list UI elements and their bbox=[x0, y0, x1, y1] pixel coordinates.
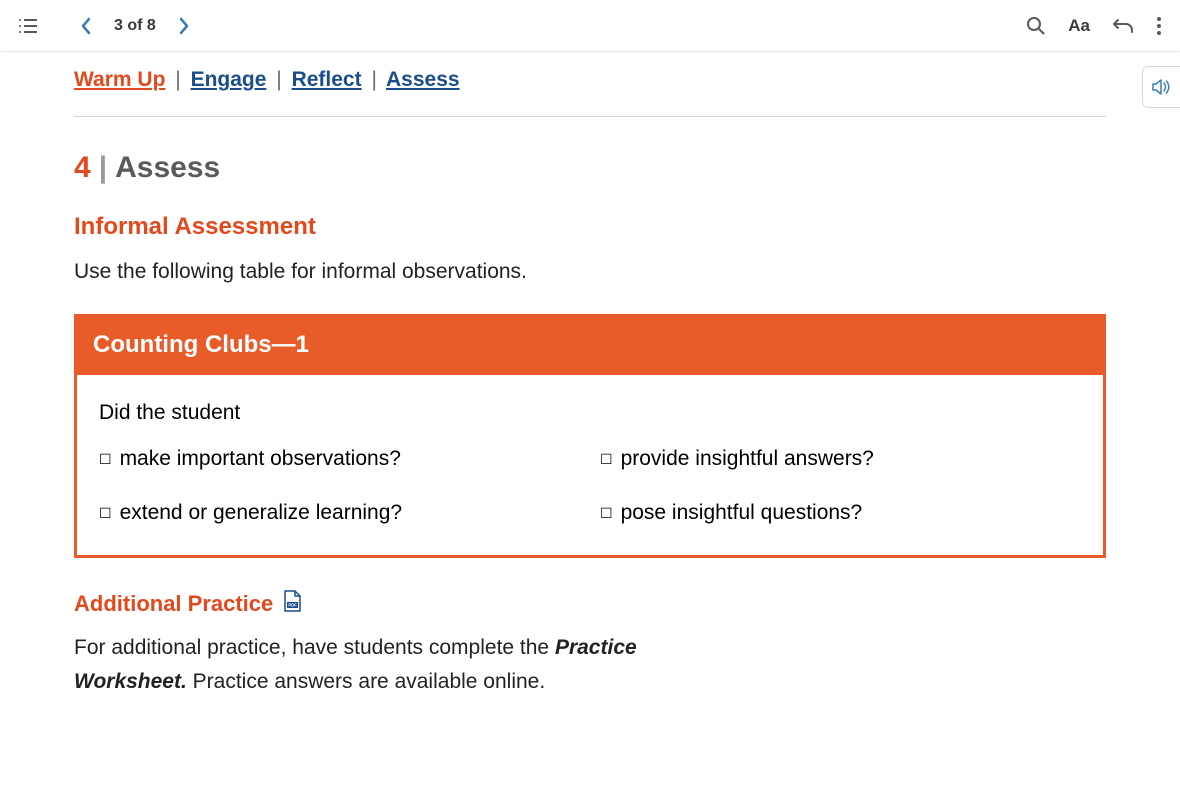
toolbar-right: Aa bbox=[1026, 16, 1162, 36]
checklist-item: ☐ make important observations? bbox=[99, 447, 580, 471]
additional-practice-row: Additional Practice PDF bbox=[74, 590, 1106, 617]
practice-text: For additional practice, have students c… bbox=[74, 631, 714, 698]
prev-page-icon[interactable] bbox=[80, 17, 92, 35]
content-area: Warm Up | Engage | Reflect | Assess 4 | … bbox=[0, 52, 1180, 699]
nav-separator: | bbox=[175, 68, 180, 91]
toc-icon[interactable] bbox=[18, 18, 38, 34]
speaker-icon bbox=[1152, 78, 1172, 96]
assessment-question: Did the student bbox=[99, 401, 1081, 425]
svg-text:PDF: PDF bbox=[289, 603, 298, 608]
next-page-icon[interactable] bbox=[178, 17, 190, 35]
checklist-label: extend or generalize learning? bbox=[120, 501, 403, 525]
checklist-label: provide insightful answers? bbox=[621, 447, 874, 471]
checkbox-icon[interactable]: ☐ bbox=[99, 452, 112, 466]
nav-separator: | bbox=[276, 68, 281, 91]
section-name: Assess bbox=[115, 151, 220, 185]
nav-link-engage[interactable]: Engage bbox=[191, 68, 267, 91]
nav-link-assess[interactable]: Assess bbox=[386, 68, 460, 91]
checkbox-icon[interactable]: ☐ bbox=[600, 452, 613, 466]
checklist-item: ☐ provide insightful answers? bbox=[600, 447, 1081, 471]
toolbar-left: 3 of 8 bbox=[18, 17, 190, 35]
checkbox-icon[interactable]: ☐ bbox=[600, 506, 613, 520]
assessment-box-title: Counting Clubs—1 bbox=[77, 317, 1103, 375]
checkbox-icon[interactable]: ☐ bbox=[99, 506, 112, 520]
section-number: 4 bbox=[74, 151, 91, 185]
toolbar: 3 of 8 Aa bbox=[0, 0, 1180, 52]
additional-practice-heading: Additional Practice bbox=[74, 591, 273, 617]
informal-intro: Use the following table for informal obs… bbox=[74, 257, 1106, 286]
nav-link-reflect[interactable]: Reflect bbox=[292, 68, 362, 91]
checklist-item: ☐ extend or generalize learning? bbox=[99, 501, 580, 525]
assessment-box-body: Did the student ☐ make important observa… bbox=[77, 375, 1103, 555]
checklist-grid: ☐ make important observations? ☐ provide… bbox=[99, 447, 1081, 525]
checklist-label: make important observations? bbox=[120, 447, 401, 471]
checklist-label: pose insightful questions? bbox=[621, 501, 863, 525]
section-bar: | bbox=[99, 151, 107, 185]
checklist-item: ☐ pose insightful questions? bbox=[600, 501, 1081, 525]
practice-text-post: Practice answers are available online. bbox=[187, 670, 545, 693]
pdf-icon[interactable]: PDF bbox=[283, 590, 301, 617]
nav-separator: | bbox=[371, 68, 376, 91]
audio-button[interactable] bbox=[1142, 66, 1180, 108]
page-indicator: 3 of 8 bbox=[114, 17, 156, 35]
more-icon[interactable] bbox=[1156, 16, 1162, 36]
search-icon[interactable] bbox=[1026, 16, 1046, 36]
section-title: 4 | Assess bbox=[74, 151, 1106, 185]
assessment-box: Counting Clubs—1 Did the student ☐ make … bbox=[74, 314, 1106, 558]
informal-heading: Informal Assessment bbox=[74, 213, 1106, 241]
practice-text-pre: For additional practice, have students c… bbox=[74, 636, 555, 659]
font-size-button[interactable]: Aa bbox=[1068, 16, 1090, 36]
undo-icon[interactable] bbox=[1112, 17, 1134, 35]
section-nav: Warm Up | Engage | Reflect | Assess bbox=[74, 68, 1106, 117]
nav-link-warm-up[interactable]: Warm Up bbox=[74, 68, 165, 91]
